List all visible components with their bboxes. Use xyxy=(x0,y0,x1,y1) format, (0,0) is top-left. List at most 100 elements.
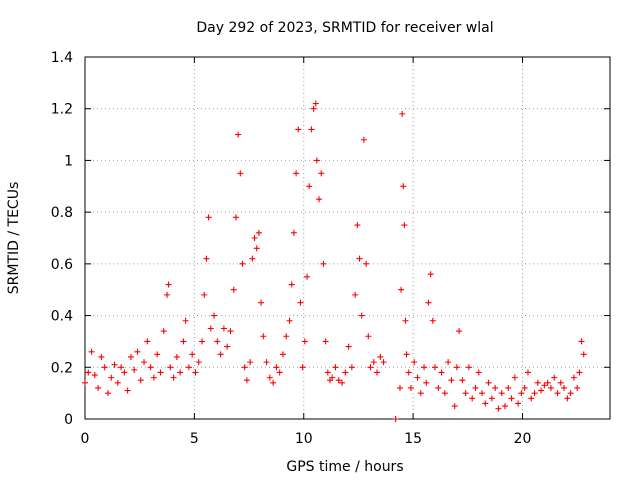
data-point xyxy=(318,170,325,177)
data-point xyxy=(310,105,317,112)
x-axis-label: GPS time / hours xyxy=(286,459,403,475)
data-point xyxy=(180,338,187,345)
data-point xyxy=(570,374,577,381)
data-point xyxy=(150,374,157,381)
data-point xyxy=(574,384,581,391)
data-point xyxy=(398,286,405,293)
data-point xyxy=(279,351,286,358)
data-point xyxy=(462,390,469,397)
data-point xyxy=(251,235,258,241)
data-point xyxy=(101,364,108,371)
data-point xyxy=(423,379,430,386)
data-point xyxy=(403,351,410,358)
data-point xyxy=(203,255,210,262)
grid-lines xyxy=(85,57,610,419)
data-point xyxy=(360,136,367,143)
data-point xyxy=(121,369,128,376)
data-point xyxy=(286,317,293,324)
data-point xyxy=(144,338,151,345)
data-point xyxy=(304,273,311,280)
data-point xyxy=(541,382,548,389)
data-point xyxy=(306,183,313,190)
data-point xyxy=(358,312,365,319)
data-point xyxy=(374,369,381,376)
data-point xyxy=(435,384,442,391)
data-point xyxy=(551,374,558,381)
y-tick-label: 1 xyxy=(64,153,73,169)
data-point xyxy=(170,374,177,381)
data-point xyxy=(98,353,105,360)
y-tick-label: 0.4 xyxy=(51,309,73,325)
data-point xyxy=(227,328,234,335)
data-point xyxy=(312,100,319,107)
data-point xyxy=(104,390,111,397)
data-point xyxy=(332,364,339,371)
data-point xyxy=(299,364,306,371)
data-point xyxy=(438,369,445,376)
data-point xyxy=(154,351,161,358)
data-point xyxy=(91,372,98,379)
data-point xyxy=(508,395,515,402)
data-point xyxy=(297,299,304,306)
data-point xyxy=(322,338,329,345)
data-point xyxy=(308,126,315,133)
data-point xyxy=(266,374,273,381)
data-point xyxy=(195,359,202,366)
plot-frame xyxy=(84,56,611,420)
data-point xyxy=(482,400,489,407)
data-point xyxy=(354,222,361,229)
data-point xyxy=(111,361,118,368)
data-point xyxy=(401,222,408,229)
data-point xyxy=(235,131,242,138)
data-point xyxy=(554,390,561,397)
axis-ticks: 0 0.2 0.4 0.6 0.8 1 1.2 1.4 0 5 10 15 20 xyxy=(51,50,610,447)
x-tick-label: 5 xyxy=(190,431,199,447)
data-point xyxy=(220,325,227,332)
data-point xyxy=(429,317,436,324)
data-point xyxy=(85,369,92,376)
data-point xyxy=(114,379,121,386)
data-point xyxy=(316,196,323,203)
data-point xyxy=(534,379,541,386)
data-point xyxy=(141,359,148,366)
data-point xyxy=(538,387,545,394)
x-tick-label: 10 xyxy=(295,431,313,447)
data-point xyxy=(363,260,370,267)
x-tick-label: 0 xyxy=(81,431,90,447)
data-point xyxy=(167,364,174,371)
data-point xyxy=(255,229,262,236)
y-tick-label: 1.4 xyxy=(51,50,73,66)
data-point xyxy=(399,110,406,117)
data-point xyxy=(498,390,505,397)
data-point xyxy=(459,377,466,384)
data-point xyxy=(320,260,327,267)
data-point xyxy=(177,369,184,376)
data-point xyxy=(479,390,486,397)
data-point xyxy=(237,170,244,177)
data-point xyxy=(276,369,283,376)
data-point xyxy=(448,377,455,384)
chart-title: Day 292 of 2023, SRMTID for receiver wla… xyxy=(196,20,493,36)
data-point xyxy=(352,291,359,298)
data-point xyxy=(313,157,320,164)
data-point xyxy=(557,379,564,386)
data-point xyxy=(82,379,88,386)
data-point xyxy=(164,291,171,298)
y-axis-label: SRMTID / TECUs xyxy=(6,182,22,295)
data-point xyxy=(392,416,399,422)
data-point xyxy=(329,374,336,381)
data-point xyxy=(185,364,192,371)
y-tick-label: 0 xyxy=(64,412,73,428)
data-point xyxy=(147,364,154,371)
data-point xyxy=(217,351,224,358)
data-point xyxy=(243,377,250,384)
data-point xyxy=(567,390,574,397)
data-point xyxy=(241,364,248,371)
data-point xyxy=(273,364,280,371)
data-point xyxy=(127,353,134,360)
data-point xyxy=(260,333,267,340)
data-point xyxy=(511,374,518,381)
x-tick-label: 20 xyxy=(514,431,532,447)
data-point xyxy=(201,291,208,298)
